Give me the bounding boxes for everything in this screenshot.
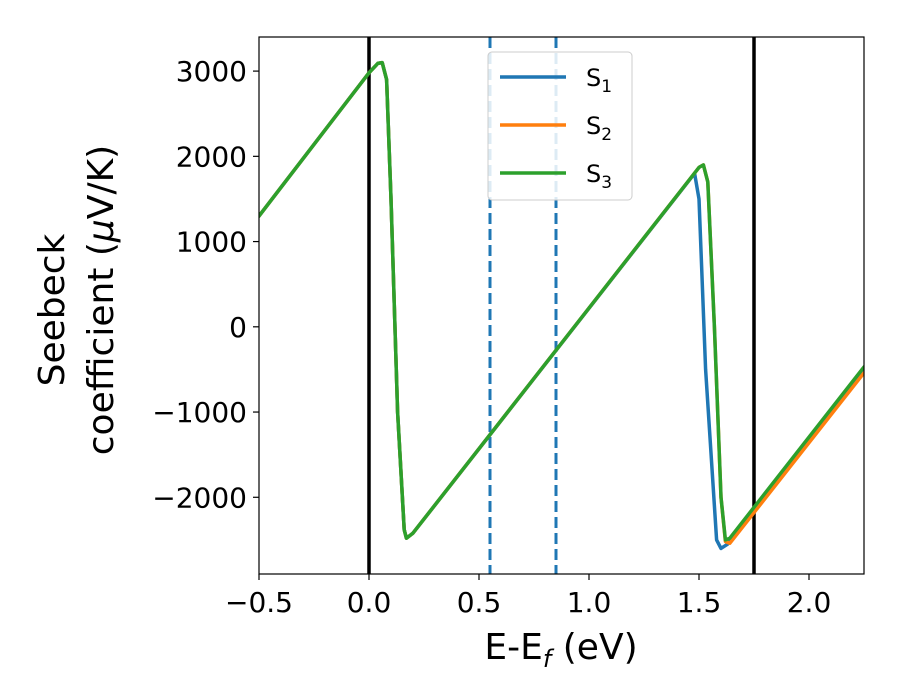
x-axis-label: E-Ef (eV) xyxy=(484,627,637,673)
x-tick-label: 0.0 xyxy=(347,586,392,619)
y-axis-label-line2: coefficient (μV/K) xyxy=(81,145,122,455)
legend-label-s2: S2 xyxy=(586,112,612,145)
x-tick-label: 0.5 xyxy=(457,586,502,619)
x-tick-label: 1.0 xyxy=(567,586,612,619)
y-tick-label: −1000 xyxy=(152,396,247,429)
y-tick-label: 1000 xyxy=(176,226,247,259)
x-tick-label: 1.5 xyxy=(677,586,722,619)
legend: S1 S2 S3 xyxy=(487,51,633,201)
legend-label-s3: S3 xyxy=(586,160,612,193)
x-tick-label: −0.5 xyxy=(225,586,293,619)
series-line-s3 xyxy=(259,60,864,542)
y-tick-label: −2000 xyxy=(152,481,247,514)
y-tick-label: 0 xyxy=(229,311,247,344)
series-lines xyxy=(259,60,864,551)
x-tick-label: 2.0 xyxy=(787,586,832,619)
y-tick-label: 3000 xyxy=(176,55,247,88)
y-axis-ticks: −2000 −1000 0 1000 2000 3000 xyxy=(152,55,259,514)
y-tick-label: 2000 xyxy=(176,140,247,173)
legend-label-s1: S1 xyxy=(586,64,612,97)
y-axis-label-line1: Seebeck xyxy=(32,233,73,386)
plot-frame xyxy=(258,36,865,575)
x-axis-ticks: −0.5 0.0 0.5 1.0 1.5 2.0 xyxy=(225,574,831,619)
